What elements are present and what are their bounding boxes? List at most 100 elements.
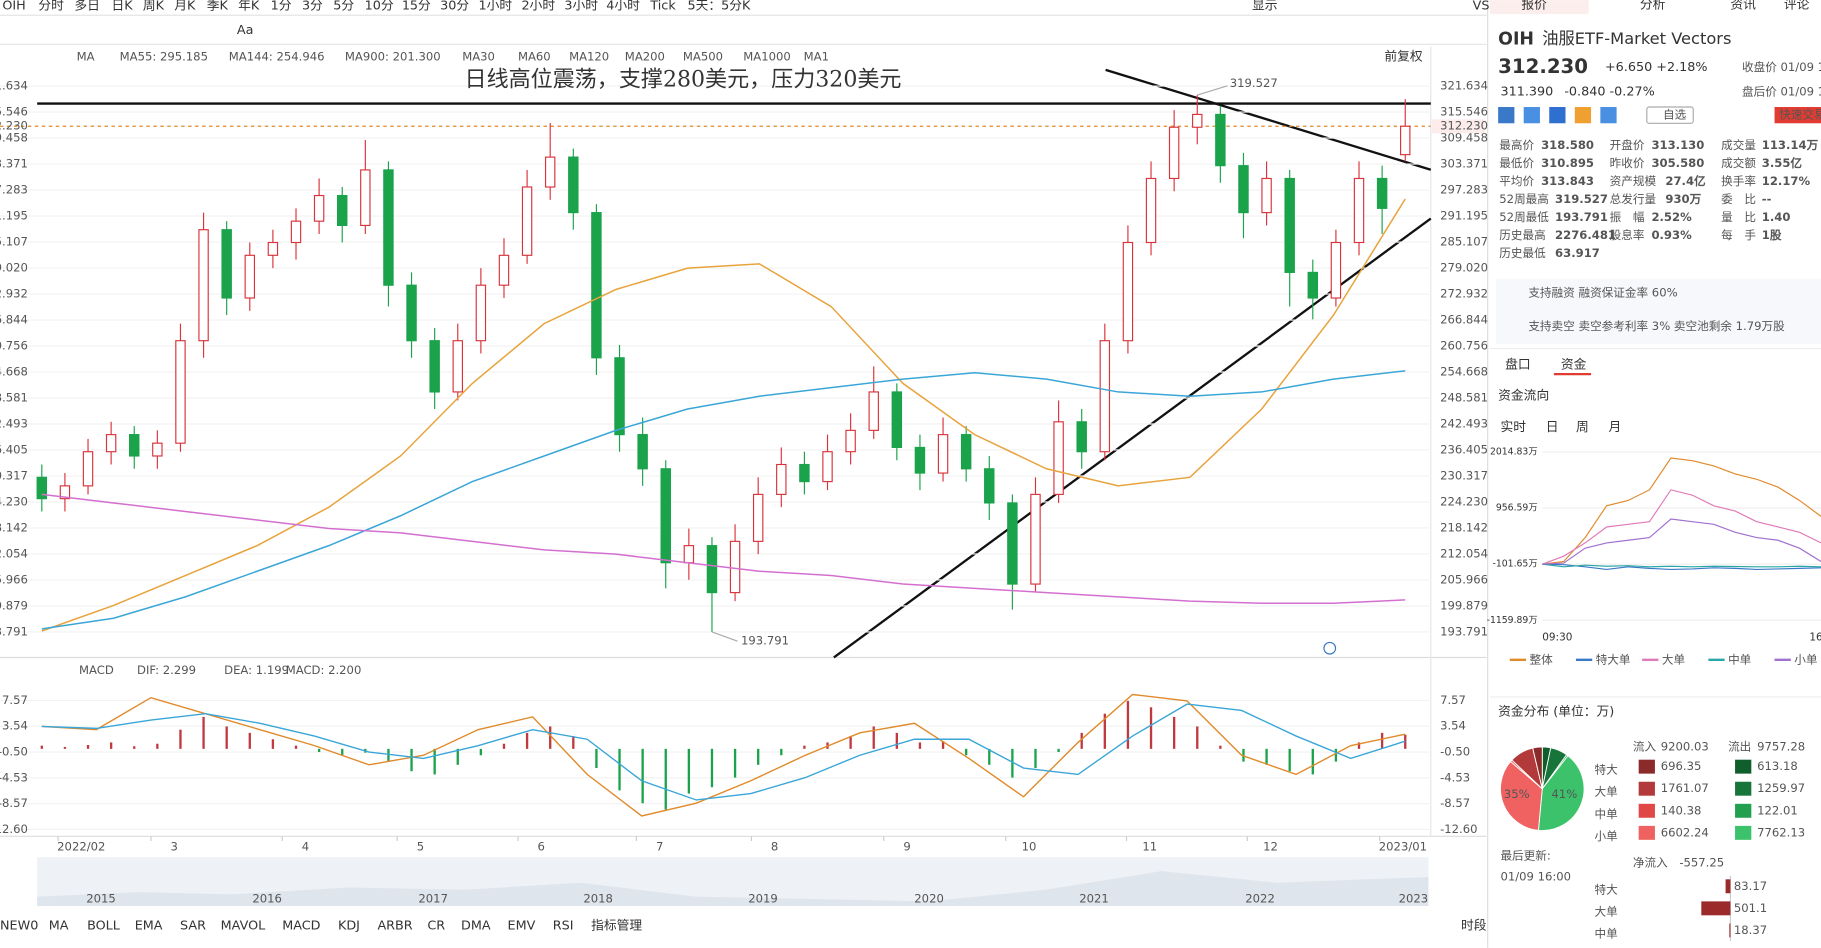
inflow-value: 696.35 xyxy=(1661,759,1702,773)
indicator-button[interactable]: MAVOL xyxy=(221,918,266,933)
x-tick-label: 9 xyxy=(903,839,910,853)
icon[interactable] xyxy=(1523,107,1540,124)
watch-button[interactable] xyxy=(1646,106,1694,124)
period-button[interactable]: 月K xyxy=(174,0,196,13)
section-title: 资金流向 xyxy=(1498,388,1549,404)
tab[interactable]: 分析 xyxy=(1640,0,1666,12)
flow-period[interactable]: 实时 xyxy=(1500,420,1526,435)
candle-body xyxy=(1030,493,1041,585)
sub-tab[interactable]: 盘口 xyxy=(1505,356,1531,372)
tab[interactable]: 报价 xyxy=(1521,0,1547,12)
candle-body xyxy=(729,540,741,594)
tab[interactable]: 评论 xyxy=(1784,0,1810,12)
period-button[interactable]: 3小时 xyxy=(564,0,598,13)
y-tick-label: -4.53 xyxy=(1440,770,1470,784)
overview-year: 2016 xyxy=(252,892,282,906)
indicator-button[interactable]: BOLL xyxy=(87,918,121,933)
candle-body xyxy=(706,545,718,594)
row-label: 中单 xyxy=(1595,807,1619,821)
flow-period[interactable]: 周 xyxy=(1576,420,1589,435)
icon[interactable] xyxy=(1600,107,1617,124)
indicator-button[interactable]: KDJ xyxy=(338,918,360,933)
swatch xyxy=(1638,825,1655,840)
icon[interactable] xyxy=(1549,107,1566,124)
display-button[interactable]: 显示 xyxy=(1252,0,1278,13)
adjust-button[interactable]: 前复权 xyxy=(1384,49,1423,65)
indicator-button[interactable]: EMV xyxy=(508,918,536,933)
after-price: 311.390 xyxy=(1500,84,1553,99)
net-value: 501.1 xyxy=(1734,901,1767,915)
stat-value: 12.17% xyxy=(1762,174,1811,188)
period-button[interactable]: 3分 xyxy=(302,0,323,13)
indicator-button[interactable]: NEW0 xyxy=(0,918,38,933)
period-button[interactable]: 4小时 xyxy=(606,0,640,13)
period-button[interactable]: 5分 xyxy=(333,0,354,13)
y-tick-label: 297.283 xyxy=(1440,183,1488,197)
period-button[interactable]: 30分 xyxy=(440,0,469,13)
indicator-button[interactable]: RSI xyxy=(553,918,574,933)
y-tick-label-left: 291.195 xyxy=(0,209,28,223)
macd-legend: DIF: 2.299 xyxy=(137,663,196,677)
period-button[interactable]: 2小时 xyxy=(521,0,555,13)
swatch xyxy=(1735,781,1752,796)
legend-label: 特大单 xyxy=(1596,652,1631,666)
icon[interactable] xyxy=(1498,107,1515,124)
period-button[interactable]: 季K xyxy=(207,0,229,13)
candle-body xyxy=(1145,177,1157,244)
watch-label[interactable]: 自选 xyxy=(1663,108,1687,122)
y-tick-label-left: 224.230 xyxy=(0,494,28,508)
flow-period[interactable]: 月 xyxy=(1608,420,1621,435)
period-button[interactable]: 年K xyxy=(238,0,260,13)
period-button[interactable]: 多日 xyxy=(74,0,100,13)
high-label: 319.527 xyxy=(1230,76,1278,90)
stat-label: 52周最低 xyxy=(1499,210,1549,224)
trade-button[interactable] xyxy=(1774,107,1821,124)
period-button[interactable]: 15分 xyxy=(402,0,431,13)
period-button[interactable]: 1分 xyxy=(271,0,292,13)
stat-label: 振 幅 xyxy=(1610,210,1645,224)
inflow-value: 6602.24 xyxy=(1661,825,1709,839)
trade-label[interactable]: 快速交易 xyxy=(1779,108,1821,122)
stat-label: 资产规模 xyxy=(1610,174,1657,188)
candle-body xyxy=(752,493,764,542)
overview-year: 2015 xyxy=(86,892,116,906)
y-tick-label: 218.142 xyxy=(1440,520,1488,534)
period-button[interactable]: 时段 xyxy=(1461,918,1487,933)
indicator-button[interactable]: MA xyxy=(49,918,69,933)
compare-button[interactable]: VS xyxy=(1473,0,1490,13)
indicator-button[interactable]: 指标管理 xyxy=(591,918,642,933)
security-name: 油服ETF-Market Vectors xyxy=(1542,29,1731,48)
icon[interactable] xyxy=(1574,107,1592,124)
period-button[interactable]: 5天：5分K xyxy=(688,0,752,13)
row-label: 大单 xyxy=(1595,904,1619,918)
period-button[interactable]: 日K xyxy=(111,0,133,13)
stat-value: 305.580 xyxy=(1651,156,1704,170)
stat-value: 313.843 xyxy=(1541,174,1594,188)
candle-body xyxy=(429,340,440,393)
net-total: -557.25 xyxy=(1679,856,1724,870)
overview-year: 2021 xyxy=(1079,892,1109,906)
row-label: 特大 xyxy=(1595,882,1619,896)
period-button[interactable]: 分时 xyxy=(38,0,64,13)
net-value: 83.17 xyxy=(1734,879,1767,893)
stat-value: -- xyxy=(1762,192,1772,206)
indicator-button[interactable]: MACD xyxy=(282,918,320,933)
indicator-button[interactable]: CR xyxy=(427,918,445,933)
period-button[interactable]: 周K xyxy=(143,0,165,13)
stat-value: 0.93% xyxy=(1651,228,1692,242)
indicator-button[interactable]: ARBR xyxy=(377,918,412,933)
candle-body xyxy=(937,434,949,474)
tab[interactable]: 资讯 xyxy=(1730,0,1756,12)
candle-body xyxy=(383,169,394,286)
stat-label: 成交量 xyxy=(1721,138,1756,152)
sub-tab[interactable]: 资金 xyxy=(1561,356,1587,372)
flow-period[interactable]: 日 xyxy=(1546,420,1559,435)
indicator-button[interactable]: EMA xyxy=(135,918,163,933)
period-button[interactable]: 10分 xyxy=(365,0,394,13)
locate-icon[interactable] xyxy=(1323,641,1337,655)
indicator-button[interactable]: DMA xyxy=(461,918,491,933)
period-button[interactable]: 1小时 xyxy=(478,0,512,13)
period-button[interactable]: Tick xyxy=(649,0,676,13)
indicator-button[interactable]: SAR xyxy=(180,918,206,933)
font-button[interactable]: Aa xyxy=(237,23,254,38)
